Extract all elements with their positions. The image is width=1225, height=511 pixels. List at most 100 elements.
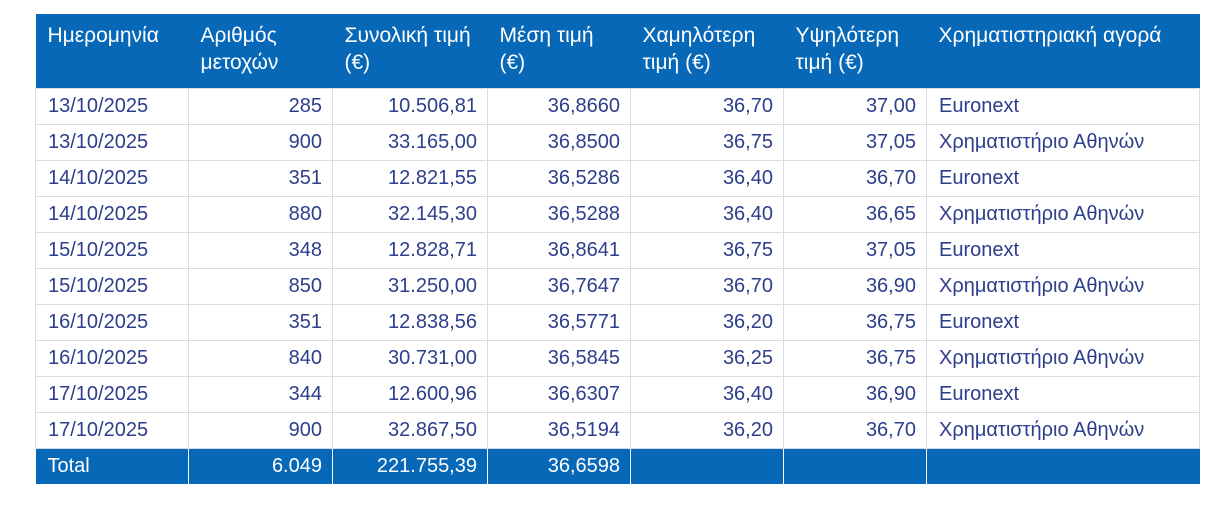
table-row: 14/10/2025 880 32.145,30 36,5288 36,40 36,65 Χ… [35,195,1200,233]
header-highest-price: Υψηλότερη τιμή (€) [783,14,927,88]
shares-cell: 344 [188,375,333,413]
total-empty-lowest [630,448,784,484]
average-price-cell: 36,5194 [487,411,631,449]
shares-cell: 880 [188,195,333,233]
average-price-cell: 36,8641 [487,231,631,269]
average-price-cell: 36,5845 [487,339,631,377]
lowest-price-cell: 36,75 [630,231,784,269]
highest-price-cell: 36,90 [783,375,927,413]
market-cell: Χρηματιστήριο Αθηνών [926,267,1200,305]
header-shares: Αριθμός μετοχών [188,14,333,88]
total-price-cell: 12.838,56 [332,303,488,341]
highest-price-cell: 37,00 [783,87,927,125]
market-cell: Χρηματιστήριο Αθηνών [926,339,1200,377]
total-price-cell: 30.731,00 [332,339,488,377]
total-price-cell: 32.867,50 [332,411,488,449]
average-price-cell: 36,5288 [487,195,631,233]
average-price-cell: 36,5286 [487,159,631,197]
total-price-cell: 12.600,96 [332,375,488,413]
table-row: 17/10/2025 344 12.600,96 36,6307 36,40 36,90 E… [35,375,1200,413]
lowest-price-cell: 36,70 [630,87,784,125]
table-row: 17/10/2025 900 32.867,50 36,5194 36,20 36,70 Χ… [35,411,1200,449]
header-total-price: Συνολική τιμή (€) [332,14,488,88]
total-price-cell: 31.250,00 [332,267,488,305]
market-cell: Euronext [926,303,1200,341]
lowest-price-cell: 36,20 [630,411,784,449]
total-empty-highest [783,448,927,484]
date-cell: 14/10/2025 [35,159,189,197]
highest-price-cell: 37,05 [783,123,927,161]
total-price-cell: 10.506,81 [332,87,488,125]
shares-cell: 900 [188,411,333,449]
date-cell: 16/10/2025 [35,303,189,341]
total-average-price: 36,6598 [487,448,631,484]
share-buyback-table-wrapper: Ημερομηνία Αριθμός μετοχών Συνολική τιμή… [35,14,1200,484]
header-date: Ημερομηνία [35,14,189,88]
highest-price-cell: 36,70 [783,411,927,449]
shares-cell: 351 [188,159,333,197]
market-cell: Euronext [926,159,1200,197]
header-lowest-price: Χαμηλότερη τιμή (€) [630,14,784,88]
date-cell: 15/10/2025 [35,231,189,269]
lowest-price-cell: 36,40 [630,375,784,413]
total-price-cell: 32.145,30 [332,195,488,233]
table-row: 15/10/2025 850 31.250,00 36,7647 36,70 36,90 Χ… [35,267,1200,305]
average-price-cell: 36,5771 [487,303,631,341]
total-price-cell: 12.828,71 [332,231,488,269]
table-footer: Total 6.049 221.755,39 36,6598 [35,448,1200,484]
lowest-price-cell: 36,20 [630,303,784,341]
total-row: Total 6.049 221.755,39 36,6598 [35,448,1200,484]
shares-cell: 348 [188,231,333,269]
market-cell: Euronext [926,375,1200,413]
lowest-price-cell: 36,40 [630,159,784,197]
highest-price-cell: 36,65 [783,195,927,233]
date-cell: 16/10/2025 [35,339,189,377]
market-cell: Χρηματιστήριο Αθηνών [926,123,1200,161]
shares-cell: 850 [188,267,333,305]
total-price-sum: 221.755,39 [332,448,488,484]
date-cell: 15/10/2025 [35,267,189,305]
shares-cell: 840 [188,339,333,377]
highest-price-cell: 36,70 [783,159,927,197]
market-cell: Euronext [926,231,1200,269]
header-average-price: Μέση τιμή (€) [487,14,631,88]
table-row: 15/10/2025 348 12.828,71 36,8641 36,75 37,05 E… [35,231,1200,269]
average-price-cell: 36,7647 [487,267,631,305]
table-row: 13/10/2025 900 33.165,00 36,8500 36,75 37,05 Χ… [35,123,1200,161]
table-body: 13/10/2025 285 10.506,81 36,8660 36,70 37,00 E… [35,87,1200,449]
table-row: 13/10/2025 285 10.506,81 36,8660 36,70 37,00 E… [35,87,1200,125]
highest-price-cell: 36,75 [783,339,927,377]
date-cell: 17/10/2025 [35,375,189,413]
lowest-price-cell: 36,40 [630,195,784,233]
table-row: 16/10/2025 351 12.838,56 36,5771 36,20 36,75 E… [35,303,1200,341]
date-cell: 14/10/2025 [35,195,189,233]
total-price-cell: 33.165,00 [332,123,488,161]
lowest-price-cell: 36,75 [630,123,784,161]
total-shares: 6.049 [188,448,333,484]
date-cell: 13/10/2025 [35,123,189,161]
market-cell: Euronext [926,87,1200,125]
shares-cell: 285 [188,87,333,125]
table-row: 16/10/2025 840 30.731,00 36,5845 36,25 36,75 Χ… [35,339,1200,377]
header-market: Χρηματιστηριακή αγορά [926,14,1200,88]
table-header: Ημερομηνία Αριθμός μετοχών Συνολική τιμή… [35,14,1200,88]
shares-cell: 900 [188,123,333,161]
market-cell: Χρηματιστήριο Αθηνών [926,195,1200,233]
average-price-cell: 36,8660 [487,87,631,125]
average-price-cell: 36,6307 [487,375,631,413]
table-row: 14/10/2025 351 12.821,55 36,5286 36,40 36,70 E… [35,159,1200,197]
average-price-cell: 36,8500 [487,123,631,161]
total-empty-market [926,448,1200,484]
lowest-price-cell: 36,70 [630,267,784,305]
lowest-price-cell: 36,25 [630,339,784,377]
market-cell: Χρηματιστήριο Αθηνών [926,411,1200,449]
share-buyback-table: Ημερομηνία Αριθμός μετοχών Συνολική τιμή… [35,14,1200,484]
highest-price-cell: 36,75 [783,303,927,341]
highest-price-cell: 36,90 [783,267,927,305]
header-row: Ημερομηνία Αριθμός μετοχών Συνολική τιμή… [35,14,1200,88]
total-label: Total [35,448,189,484]
date-cell: 13/10/2025 [35,87,189,125]
highest-price-cell: 37,05 [783,231,927,269]
total-price-cell: 12.821,55 [332,159,488,197]
shares-cell: 351 [188,303,333,341]
